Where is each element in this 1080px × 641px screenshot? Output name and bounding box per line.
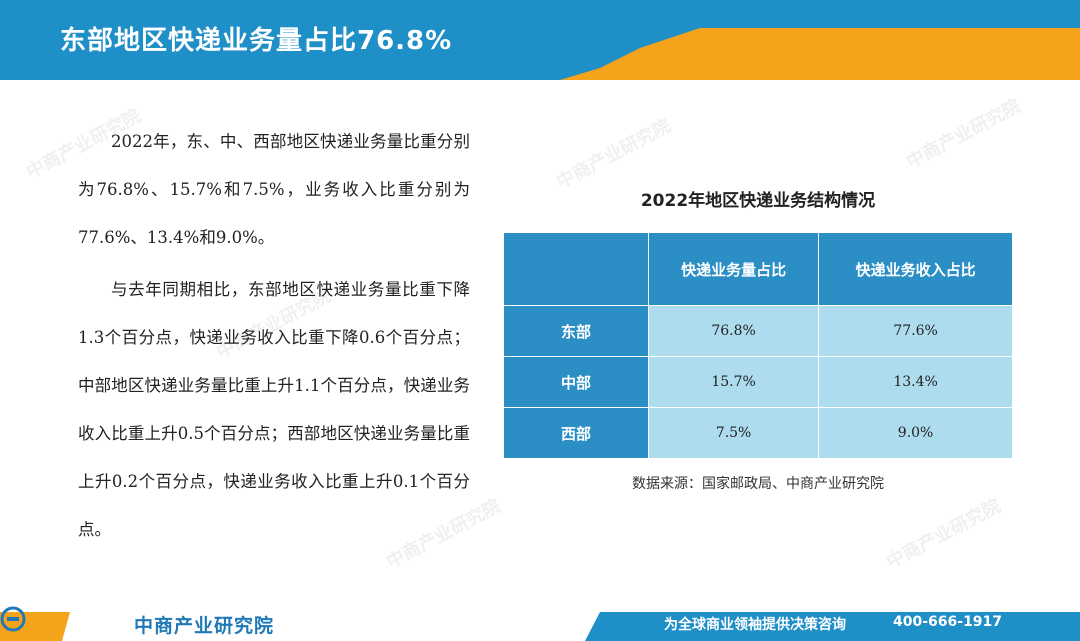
table-cell: 15.7% — [647, 356, 820, 408]
table-cell: 76.8% — [647, 305, 820, 357]
table-cell: 9.0% — [818, 407, 1013, 459]
row-header: 西部 — [503, 407, 649, 459]
watermark: 中商产业研究院 — [883, 495, 1005, 574]
data-source: 数据来源：国家邮政局、中商产业研究院 — [632, 476, 884, 492]
column-header: 快递业务收入占比 — [818, 232, 1013, 306]
region-structure-table: 快递业务量占比 快递业务收入占比 东部 76.8% 77.6% 中部 15.7%… — [503, 232, 1013, 459]
table-header-row: 快递业务量占比 快递业务收入占比 — [503, 232, 1013, 306]
table-row: 中部 15.7% 13.4% — [503, 356, 1013, 408]
row-header: 东部 — [503, 305, 649, 357]
column-header — [503, 232, 649, 306]
table-row: 西部 7.5% 9.0% — [503, 407, 1013, 459]
column-header: 快递业务量占比 — [647, 232, 820, 306]
paragraph: 2022年，东、中、西部地区快递业务量比重分别为76.8%、15.7%和7.5%… — [78, 132, 470, 247]
page-title: 东部地区快递业务量占比76.8% — [60, 26, 453, 56]
footer-bar: 中商产业研究院 为全球商业领袖提供决策咨询 400-666-1917 — [0, 606, 1080, 641]
footer-shape — [0, 612, 1080, 641]
paragraph: 与去年同期相比，东部地区快递业务量比重下降1.3个百分点，快递业务收入比重下降0… — [78, 280, 470, 539]
brand-logo-icon — [0, 606, 26, 632]
header-shape — [0, 0, 1080, 80]
row-header: 中部 — [503, 356, 649, 408]
table-row: 东部 76.8% 77.6% — [503, 305, 1013, 357]
phone-number: 400-666-1917 — [893, 614, 1003, 630]
header-banner: 东部地区快递业务量占比76.8% — [0, 0, 1080, 80]
table-cell: 77.6% — [818, 305, 1013, 357]
brand-name: 中商产业研究院 — [134, 615, 275, 637]
table-title: 2022年地区快递业务结构情况 — [640, 191, 876, 211]
slogan: 为全球商业领袖提供决策咨询 — [664, 617, 846, 633]
table-cell: 13.4% — [818, 356, 1013, 408]
watermark: 中商产业研究院 — [553, 115, 675, 194]
watermark: 中商产业研究院 — [903, 95, 1025, 174]
table-cell: 7.5% — [647, 407, 820, 459]
body-text: 2022年，东、中、西部地区快递业务量比重分别为76.8%、15.7%和7.5%… — [78, 118, 470, 558]
